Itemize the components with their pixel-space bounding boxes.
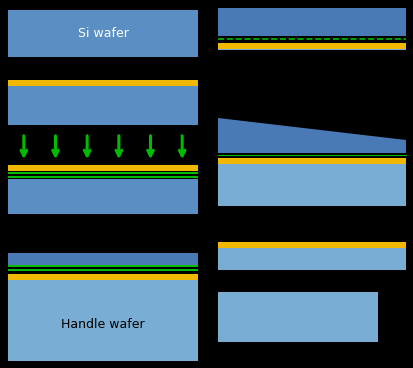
Bar xyxy=(8,280,197,361)
Bar xyxy=(218,242,405,248)
Bar xyxy=(8,172,197,174)
Bar xyxy=(8,80,197,86)
Polygon shape xyxy=(218,118,405,153)
Bar xyxy=(8,274,197,280)
Bar xyxy=(218,248,405,270)
Bar xyxy=(8,176,197,178)
Bar xyxy=(8,265,197,267)
Bar xyxy=(8,253,197,265)
Bar xyxy=(218,49,405,50)
Bar xyxy=(8,179,197,214)
Bar xyxy=(8,165,197,171)
Bar xyxy=(218,164,405,206)
Text: Handle wafer: Handle wafer xyxy=(61,318,145,331)
Text: Si wafer: Si wafer xyxy=(77,27,128,40)
Bar xyxy=(8,10,197,57)
Bar xyxy=(218,43,405,49)
Bar xyxy=(218,8,405,36)
Bar xyxy=(8,86,197,125)
Bar xyxy=(218,292,377,342)
Bar xyxy=(218,158,405,164)
Bar xyxy=(8,269,197,271)
